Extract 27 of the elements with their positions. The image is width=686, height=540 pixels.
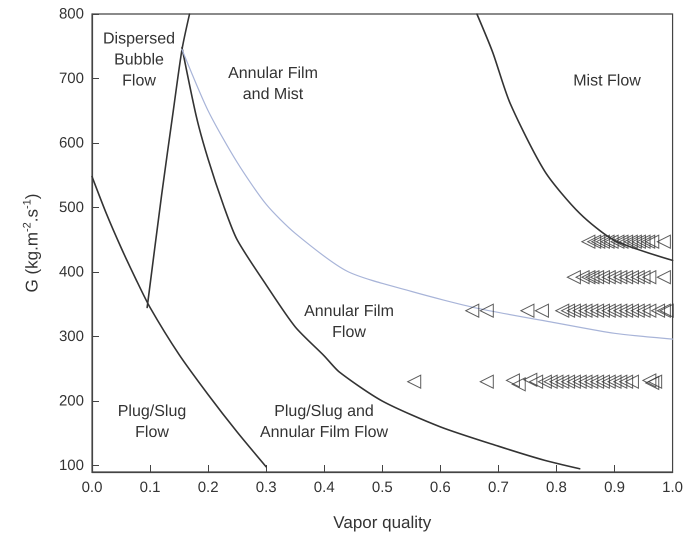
- annotation: Plug/Slug and Annular Film Flow: [260, 403, 388, 441]
- x-axis-title: Vapor quality: [333, 513, 432, 532]
- x-tick-label: 0.8: [546, 479, 567, 496]
- y-tick-label: 500: [58, 199, 84, 216]
- y-tick-label: 700: [58, 70, 84, 88]
- y-axis-title: G (kg.m-2.s-1): [22, 194, 42, 292]
- x-tick-label: 0.0: [82, 479, 102, 496]
- x-tick-label: 0.5: [372, 479, 393, 496]
- annotation: Plug/Slug Flow: [118, 403, 186, 441]
- annotation: Annular Film Flow: [304, 303, 394, 341]
- x-tick-label: 0.3: [256, 479, 277, 496]
- x-tick-label: 0.4: [314, 479, 335, 496]
- y-tick-label: 100: [58, 457, 84, 474]
- y-tick-label: 300: [58, 328, 84, 346]
- x-tick-label: 0.7: [488, 479, 509, 496]
- y-tick-label: 200: [58, 392, 84, 410]
- x-tick-label: 1.0: [662, 479, 684, 496]
- y-tick-label: 600: [58, 134, 84, 152]
- x-tick-label: 0.6: [430, 479, 451, 496]
- x-tick-label: 0.1: [140, 479, 160, 496]
- y-tick-label: 400: [58, 264, 84, 281]
- x-tick-label: 0.2: [198, 479, 219, 496]
- annotation: Dispersed Bubble Flow: [102, 30, 176, 90]
- x-tick-label: 0.9: [604, 479, 625, 496]
- annotation: Mist Flow: [573, 72, 642, 90]
- annotation: Annular Film and Mist: [228, 65, 318, 103]
- y-tick-label: 800: [58, 6, 84, 22]
